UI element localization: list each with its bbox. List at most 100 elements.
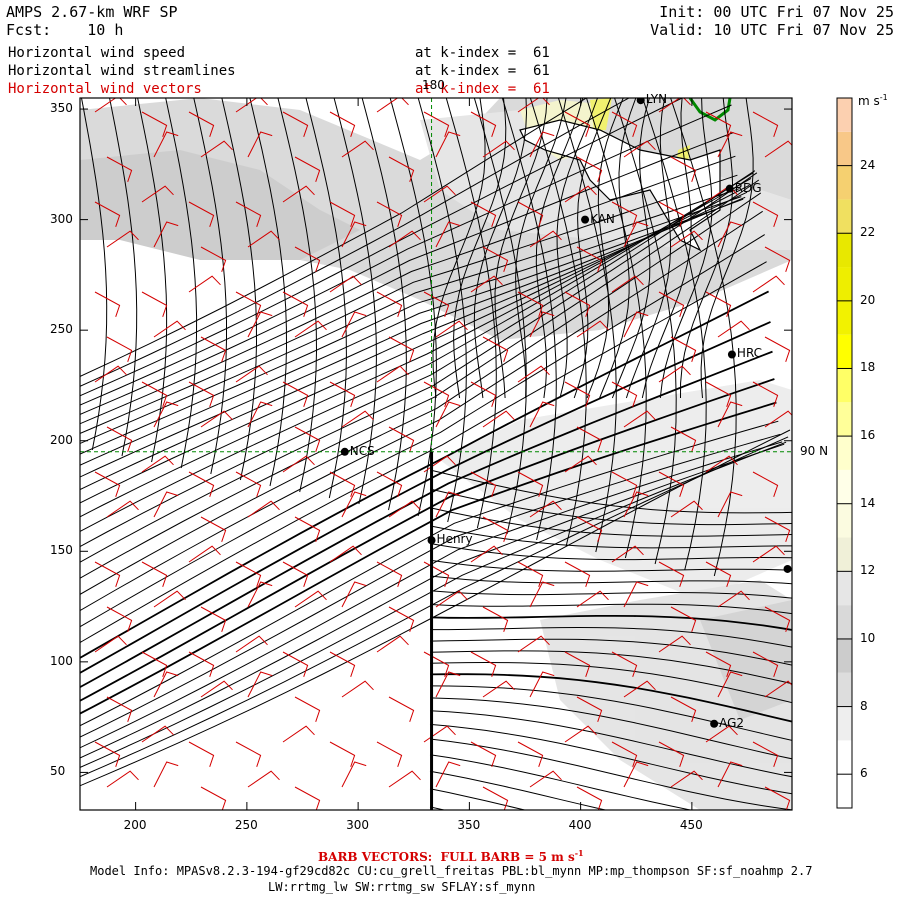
wind-barb	[517, 741, 544, 767]
streamline	[361, 98, 407, 511]
streamline	[429, 723, 792, 795]
wind-barb	[470, 275, 503, 293]
wind-barb	[235, 365, 268, 383]
wind-barb	[247, 671, 273, 698]
station-marker	[581, 215, 590, 224]
wind-barb	[200, 680, 233, 698]
wind-barb	[106, 230, 139, 248]
streamline	[429, 697, 792, 760]
streamline	[417, 98, 467, 523]
wind-barb	[564, 291, 591, 317]
field-2-level: at k-index = 61	[415, 63, 550, 79]
wind-barb	[247, 131, 273, 158]
streamline	[430, 626, 792, 648]
wind-barb	[564, 725, 597, 743]
wind-barbs	[94, 98, 792, 810]
wind-barb	[282, 291, 309, 317]
y-tick-label: 300	[50, 211, 73, 226]
colorbar-unit-text: m s	[858, 94, 880, 108]
colorbar-unit: m s-1	[858, 93, 888, 108]
wind-barb	[435, 221, 461, 248]
streamline	[80, 191, 748, 491]
x-tick-label: 200	[123, 818, 147, 832]
wind-barb	[435, 131, 461, 158]
colorbar-bin	[837, 368, 852, 403]
wind-barb	[376, 471, 403, 497]
colorbar-label: 14	[860, 495, 876, 510]
colorbar-bin	[837, 233, 852, 268]
wind-barb	[376, 741, 403, 767]
streamline	[80, 210, 763, 612]
wind-barb	[658, 291, 685, 317]
parallel-label: 90 N	[800, 444, 829, 458]
wind-barb	[376, 201, 403, 227]
wind-barb	[200, 606, 227, 632]
wind-barb	[188, 471, 215, 497]
colorbar-label: 12	[860, 563, 876, 578]
wind-barb	[188, 201, 215, 227]
streamline	[80, 196, 746, 478]
colorbar-bin	[837, 98, 852, 132]
wind-barb	[329, 545, 362, 563]
wind-barb	[623, 680, 656, 698]
wind-barb	[188, 651, 215, 677]
streamline	[81, 98, 108, 451]
streamline	[429, 525, 792, 549]
wind-barb	[517, 291, 544, 317]
streamline	[659, 98, 713, 399]
wind-barb	[517, 561, 544, 587]
streamline	[80, 433, 781, 738]
y-tick-label: 150	[50, 543, 73, 558]
streamline	[80, 443, 785, 759]
x-axis-ticks	[135, 98, 693, 810]
wind-barb	[470, 741, 497, 767]
wind-barb	[106, 336, 133, 362]
wind-barb	[376, 291, 403, 317]
streamline	[586, 98, 624, 399]
station-label: AG2	[719, 715, 745, 730]
wind-barb	[576, 590, 609, 608]
streamline	[557, 98, 617, 553]
wind-barb	[294, 156, 321, 182]
wind-barb	[388, 426, 415, 452]
wind-barb	[752, 381, 779, 407]
forecast-value: 10 h	[87, 21, 124, 39]
streamline	[80, 192, 762, 595]
wind-barb	[235, 561, 262, 587]
wind-barb	[341, 491, 367, 518]
wind-barb	[235, 201, 262, 227]
wind-barb	[623, 581, 649, 608]
stations	[340, 98, 792, 728]
wind-barb	[294, 786, 321, 810]
colorbar-label: 24	[860, 157, 876, 172]
wind-barb	[752, 545, 785, 563]
streamline	[429, 661, 792, 704]
y-axis-ticks	[80, 108, 792, 773]
wind-barb	[576, 320, 609, 338]
wind-barb	[388, 230, 421, 248]
streamline	[429, 685, 792, 741]
streamline	[529, 98, 587, 547]
barb-note-exp: -1	[574, 848, 584, 858]
streamline	[80, 132, 734, 415]
streamline	[429, 615, 792, 631]
wind-barb	[611, 275, 644, 293]
wind-barb	[153, 401, 179, 428]
station-marker	[725, 184, 734, 193]
wind-barb	[282, 455, 315, 473]
wind-barb	[752, 111, 779, 137]
wind-barb	[200, 336, 227, 362]
streamline	[80, 172, 754, 532]
wind-barb	[611, 111, 638, 137]
station-marker	[636, 98, 645, 105]
field-1-level: at k-index = 61	[415, 45, 550, 61]
x-tick-label: 400	[568, 818, 592, 832]
plot-title: AMPS 2.67-km WRF SP	[6, 3, 178, 21]
wind-barb	[282, 111, 309, 137]
wind-barb	[611, 471, 638, 497]
streamline	[432, 98, 486, 399]
streamline	[429, 738, 792, 810]
wind-barb	[94, 365, 127, 383]
streamline	[137, 98, 168, 463]
wind-barb	[94, 471, 121, 497]
